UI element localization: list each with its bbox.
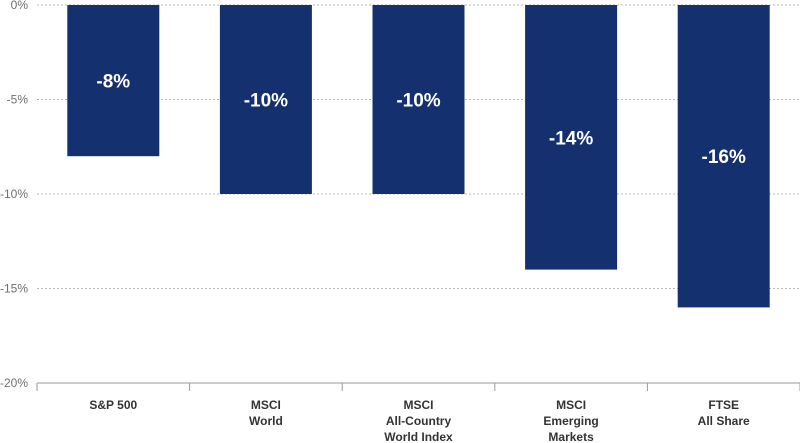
bar bbox=[219, 5, 312, 194]
x-tick-label: MSCI All-Country World Index bbox=[384, 398, 453, 443]
x-tick-label-line: MSCI bbox=[404, 398, 434, 412]
x-tick-label-line: World Index bbox=[384, 430, 453, 443]
x-tick-label-line: All-Country bbox=[386, 414, 452, 428]
x-tick-label-line: Emerging bbox=[543, 414, 598, 428]
data-label: -16% bbox=[702, 147, 746, 168]
bar bbox=[525, 5, 618, 270]
x-tick-label: MSCI World bbox=[249, 398, 283, 428]
x-tick-label: S&P 500 bbox=[89, 398, 137, 412]
bar bbox=[677, 5, 770, 308]
data-label: -10% bbox=[244, 91, 288, 112]
bars bbox=[67, 5, 770, 308]
data-label: -10% bbox=[396, 91, 440, 112]
x-tick-label-line: MSCI bbox=[556, 398, 586, 412]
bar bbox=[372, 5, 465, 194]
data-label: -8% bbox=[96, 72, 130, 93]
x-tick-label: MSCI Emerging Markets bbox=[543, 398, 598, 443]
bar bbox=[67, 5, 160, 157]
x-tick-label-line: S&P 500 bbox=[89, 398, 137, 412]
x-tick-label-line: World bbox=[249, 414, 283, 428]
data-label: -14% bbox=[549, 128, 593, 149]
data-labels: -8% -10% -10% -14% -16% bbox=[96, 72, 746, 169]
x-tick-label-line: MSCI bbox=[251, 398, 281, 412]
y-tick-label: -5% bbox=[7, 93, 29, 107]
y-axis-ticks: 0% -5% -10% -15% -20% bbox=[0, 0, 28, 390]
y-tick-label: -10% bbox=[0, 187, 28, 201]
y-tick-label: -20% bbox=[0, 376, 28, 390]
x-tick-label-line: Markets bbox=[548, 430, 594, 443]
y-tick-label: 0% bbox=[11, 0, 29, 12]
x-tick-label-line: FTSE bbox=[708, 398, 739, 412]
x-tick-label: FTSE All Share bbox=[698, 398, 750, 428]
x-axis bbox=[36, 382, 800, 391]
x-tick-label-line: All Share bbox=[698, 414, 750, 428]
x-axis-labels: S&P 500 MSCI World MSCI All-Country World Ind… bbox=[89, 398, 750, 443]
y-tick-label: -15% bbox=[0, 282, 28, 296]
